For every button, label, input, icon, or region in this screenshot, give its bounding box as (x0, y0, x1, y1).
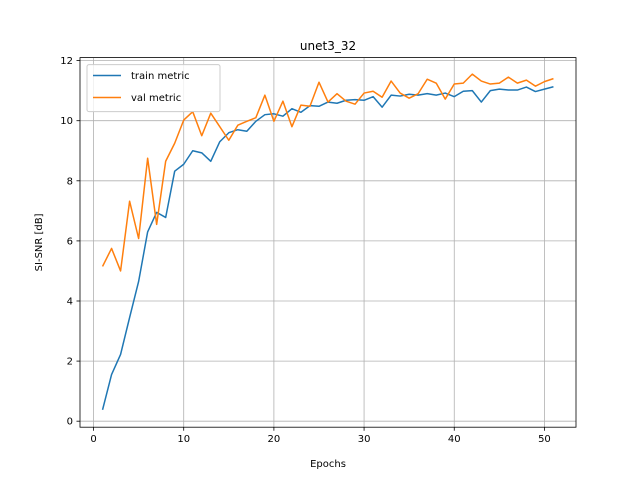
y-tick-label: 2 (67, 357, 73, 368)
legend-label-val-metric: val metric (131, 93, 181, 104)
legend-label-train-metric: train metric (131, 71, 190, 82)
legend-box (86, 64, 221, 113)
x-tick-label: 20 (268, 434, 281, 445)
y-tick-label: 4 (67, 296, 73, 307)
series-lines (101, 73, 554, 410)
plot-area: 0 10 20 30 40 50 0 2 4 6 8 10 12 (60, 56, 577, 445)
y-axis-label: SI-SNR [dB] (34, 213, 45, 271)
chart-title: unet3_32 (300, 39, 356, 53)
x-tick-label: 0 (90, 434, 96, 445)
axis-ticks: 0 10 20 30 40 50 0 2 4 6 8 10 12 (60, 56, 551, 445)
y-tick-label: 12 (60, 56, 73, 67)
x-tick-label: 50 (538, 434, 551, 445)
x-tick-label: 40 (448, 434, 461, 445)
x-tick-label: 30 (358, 434, 371, 445)
series-line-val-metric (101, 73, 554, 272)
legend: train metric val metric (86, 64, 221, 113)
plot-frame (79, 57, 577, 428)
plot-background (80, 57, 576, 428)
y-tick-label: 6 (67, 236, 73, 247)
x-axis-label: Epochs (310, 459, 346, 470)
y-tick-label: 8 (67, 176, 73, 187)
y-tick-label: 10 (60, 116, 73, 127)
x-tick-label: 10 (177, 434, 190, 445)
y-tick-label: 0 (67, 417, 73, 428)
